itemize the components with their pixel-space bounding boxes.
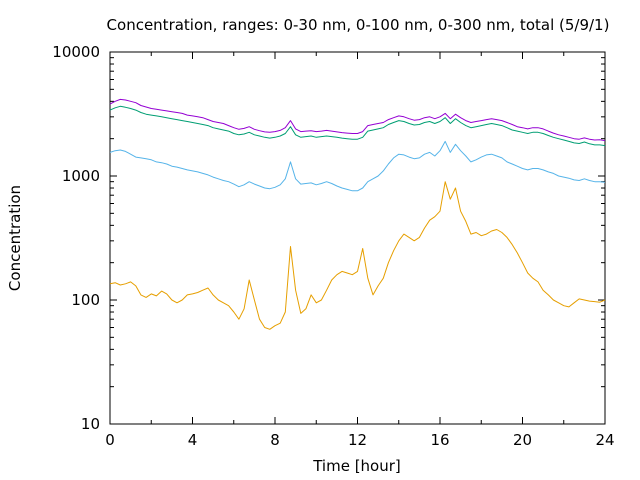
- x-tick-label: 16: [430, 431, 449, 449]
- series-line-4: [109, 98, 606, 142]
- x-tick-label: 20: [513, 431, 532, 449]
- axis-ticks: 0 4 8 12 16 20 24 10 100 1000 10000: [52, 43, 614, 449]
- series-line-3: [109, 105, 606, 147]
- x-tick-label: 12: [348, 431, 367, 449]
- chart-title: Concentration, ranges: 0-30 nm, 0-100 nm…: [107, 16, 610, 34]
- x-tick-label: 24: [595, 431, 614, 449]
- x-tick-label: 4: [188, 431, 198, 449]
- y-tick-label: 100: [71, 291, 100, 309]
- x-axis-label: Time [hour]: [312, 457, 401, 475]
- x-tick-label: 0: [105, 431, 115, 449]
- series-line-2: [109, 140, 606, 192]
- y-tick-label: 10000: [52, 43, 100, 61]
- series-line-1: [109, 181, 606, 330]
- plot-frame: [109, 51, 606, 425]
- series-group: [109, 98, 606, 330]
- x-tick-label: 8: [270, 431, 280, 449]
- y-axis-label: Concentration: [6, 185, 24, 291]
- y-tick-label: 10: [81, 415, 100, 433]
- y-tick-label: 1000: [62, 167, 100, 185]
